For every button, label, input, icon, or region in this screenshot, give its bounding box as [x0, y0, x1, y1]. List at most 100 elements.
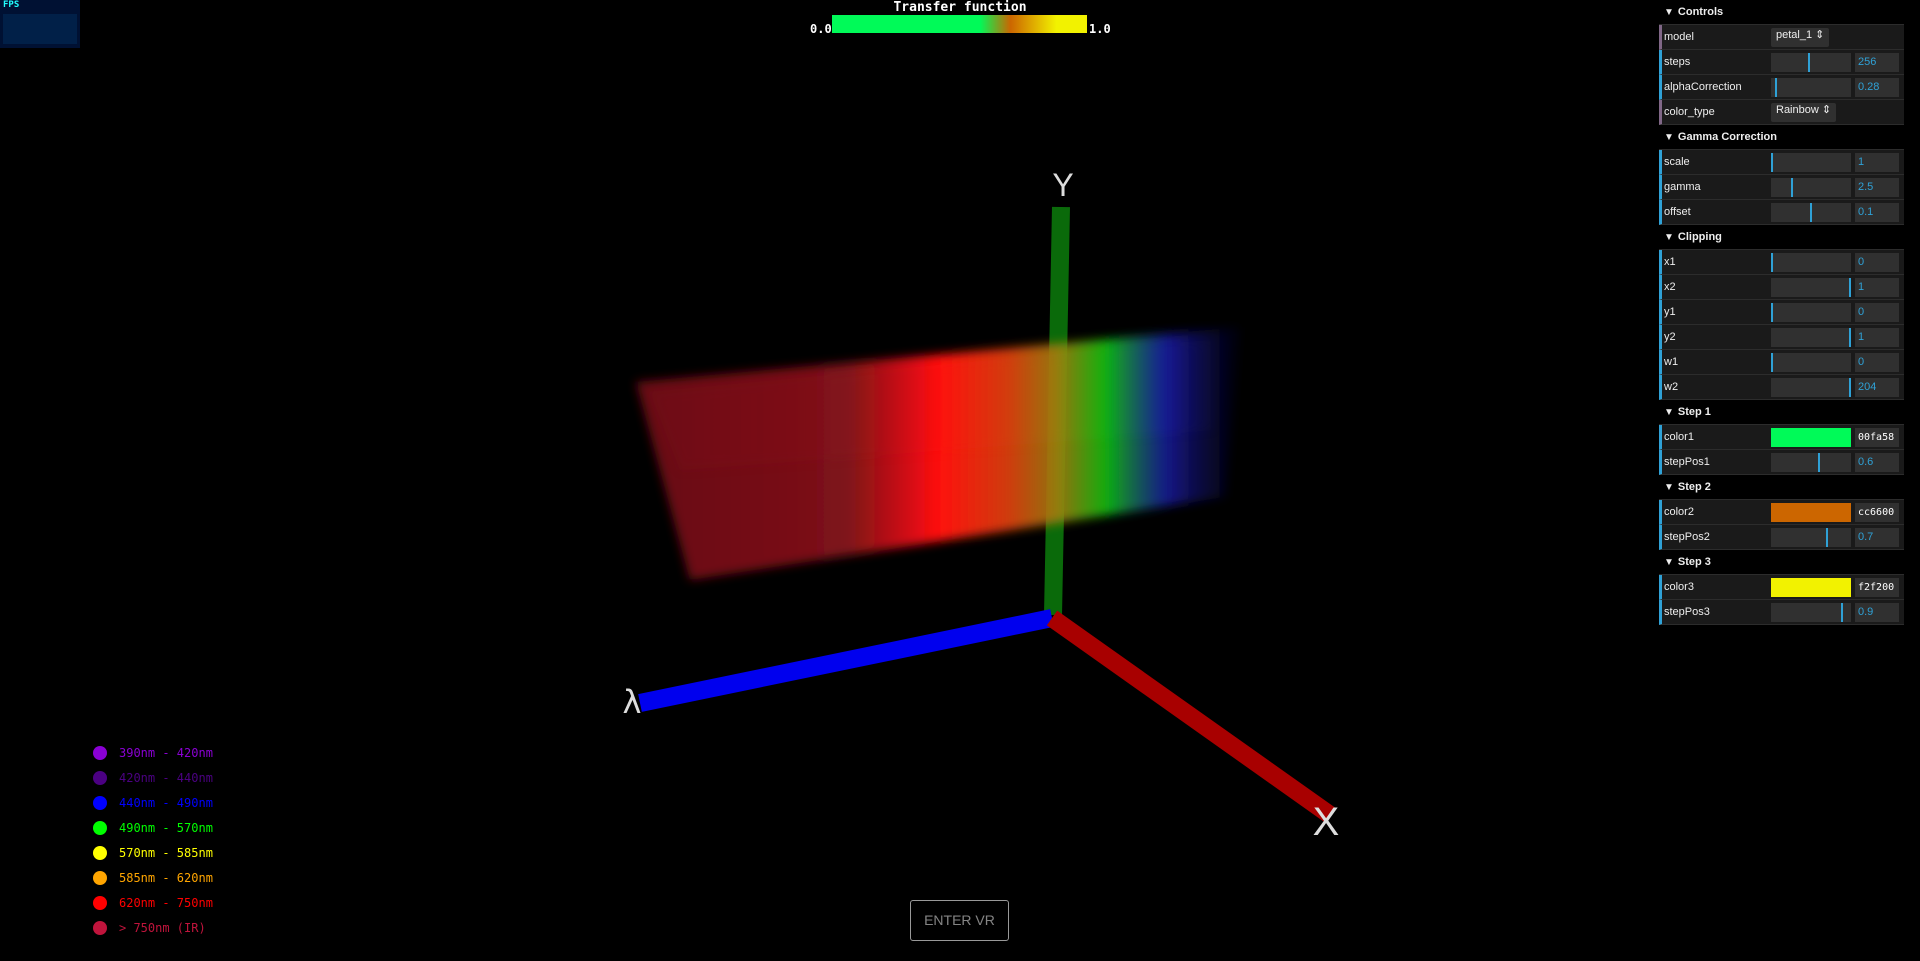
clip-input[interactable]: 1: [1855, 277, 1899, 297]
slider-knob[interactable]: [1771, 152, 1773, 172]
offset-slider[interactable]: [1771, 202, 1851, 222]
model-select[interactable]: petal_1 ⇕: [1771, 27, 1830, 47]
folder-step3[interactable]: ▼ Step 3: [1659, 550, 1904, 575]
steppos1-label: stepPos1: [1664, 456, 1710, 468]
steppos2-label: stepPos2: [1664, 531, 1710, 543]
color3-hex[interactable]: f2f200: [1855, 577, 1899, 597]
clip-input[interactable]: 204: [1855, 377, 1899, 397]
clip-slider[interactable]: [1771, 327, 1851, 347]
clip-row-y1: y1 0: [1659, 300, 1904, 325]
steps-slider[interactable]: [1771, 52, 1851, 72]
steppos2-input[interactable]: 0.7: [1855, 527, 1899, 547]
legend-dot-icon: [93, 745, 107, 760]
clip-row-x2: x2 1: [1659, 275, 1904, 300]
clip-slider[interactable]: [1771, 302, 1851, 322]
color2-hex[interactable]: cc6600: [1855, 502, 1899, 522]
steppos3-row: stepPos3 0.9: [1659, 600, 1904, 625]
scale-input[interactable]: 1: [1855, 152, 1899, 172]
clip-label: w1: [1664, 356, 1679, 368]
steppos3-slider[interactable]: [1771, 602, 1851, 622]
folder-clipping[interactable]: ▼ Clipping: [1659, 225, 1904, 250]
steps-input[interactable]: 256: [1855, 52, 1899, 72]
clip-slider[interactable]: [1771, 352, 1851, 372]
clip-row-w2: w2 204: [1659, 375, 1904, 400]
slider-knob[interactable]: [1810, 202, 1812, 222]
clip-slider[interactable]: [1771, 252, 1851, 272]
legend-label: 390nm - 420nm: [119, 745, 213, 760]
legend-item: > 750nm (IR): [93, 915, 213, 940]
slider-knob[interactable]: [1791, 177, 1793, 197]
steppos2-row: stepPos2 0.7: [1659, 525, 1904, 550]
legend-dot-icon: [93, 870, 107, 885]
color1-label: color1: [1664, 431, 1694, 443]
color2-swatch[interactable]: [1771, 502, 1851, 522]
slider-knob[interactable]: [1826, 527, 1828, 547]
steppos3-input[interactable]: 0.9: [1855, 602, 1899, 622]
model-row: model petal_1 ⇕: [1659, 25, 1904, 50]
legend-label: 570nm - 585nm: [119, 845, 213, 860]
clip-input[interactable]: 0: [1855, 302, 1899, 322]
slider-knob[interactable]: [1771, 302, 1773, 322]
legend-item: 440nm - 490nm: [93, 790, 213, 815]
fps-graph: [3, 14, 77, 44]
legend-label: 420nm - 440nm: [119, 770, 213, 785]
legend-label: 440nm - 490nm: [119, 795, 213, 810]
alpha-label: alphaCorrection: [1664, 81, 1742, 93]
color1-row: color1 00fa58: [1659, 425, 1904, 450]
slider-knob[interactable]: [1849, 277, 1851, 297]
alpha-row: alphaCorrection 0.28: [1659, 75, 1904, 100]
color-type-row: color_type Rainbow ⇕: [1659, 100, 1904, 125]
slider-knob[interactable]: [1841, 602, 1843, 622]
legend-dot-icon: [93, 845, 107, 860]
color1-swatch[interactable]: [1771, 427, 1851, 447]
fps-meter[interactable]: FPS: [0, 0, 80, 48]
legend-label: 585nm - 620nm: [119, 870, 213, 885]
color2-label: color2: [1664, 506, 1694, 518]
slider-knob[interactable]: [1818, 452, 1820, 472]
alpha-input[interactable]: 0.28: [1855, 77, 1899, 97]
color3-swatch[interactable]: [1771, 577, 1851, 597]
slider-knob[interactable]: [1849, 377, 1851, 397]
clip-slider[interactable]: [1771, 277, 1851, 297]
legend-label: 490nm - 570nm: [119, 820, 213, 835]
gamma-input[interactable]: 2.5: [1855, 177, 1899, 197]
scale-slider[interactable]: [1771, 152, 1851, 172]
steppos1-slider[interactable]: [1771, 452, 1851, 472]
gamma-slider[interactable]: [1771, 177, 1851, 197]
steppos1-row: stepPos1 0.6: [1659, 450, 1904, 475]
legend-item: 620nm - 750nm: [93, 890, 213, 915]
chevron-down-icon: ▼: [1664, 407, 1674, 418]
slider-knob[interactable]: [1808, 52, 1810, 72]
clip-input[interactable]: 0: [1855, 352, 1899, 372]
alpha-slider[interactable]: [1771, 77, 1851, 97]
clip-slider[interactable]: [1771, 377, 1851, 397]
folder-gamma[interactable]: ▼ Gamma Correction: [1659, 125, 1904, 150]
transfer-min-label: 0.0: [810, 22, 832, 36]
gamma-label: gamma: [1664, 181, 1701, 193]
folder-controls[interactable]: ▼ Controls: [1659, 0, 1904, 25]
color3-row: color3 f2f200: [1659, 575, 1904, 600]
clip-label: y1: [1664, 306, 1676, 318]
wavelength-legend: 390nm - 420nm 420nm - 440nm 440nm - 490nm 4…: [93, 740, 213, 940]
clip-input[interactable]: 1: [1855, 327, 1899, 347]
folder-step2[interactable]: ▼ Step 2: [1659, 475, 1904, 500]
slider-knob[interactable]: [1771, 352, 1773, 372]
folder-step1[interactable]: ▼ Step 1: [1659, 400, 1904, 425]
slider-knob[interactable]: [1775, 77, 1777, 97]
legend-dot-icon: [93, 820, 107, 835]
chevron-down-icon: ▼: [1664, 482, 1674, 493]
clip-row-x1: x1 0: [1659, 250, 1904, 275]
legend-item: 585nm - 620nm: [93, 865, 213, 890]
steppos2-slider[interactable]: [1771, 527, 1851, 547]
steppos1-input[interactable]: 0.6: [1855, 452, 1899, 472]
transfer-max-label: 1.0: [1089, 22, 1111, 36]
clip-input[interactable]: 0: [1855, 252, 1899, 272]
clip-row-y2: y2 1: [1659, 325, 1904, 350]
color1-hex[interactable]: 00fa58: [1855, 427, 1899, 447]
enter-vr-button[interactable]: ENTER VR: [910, 900, 1009, 941]
color-type-select[interactable]: Rainbow ⇕: [1771, 102, 1837, 122]
offset-input[interactable]: 0.1: [1855, 202, 1899, 222]
slider-knob[interactable]: [1849, 327, 1851, 347]
slider-knob[interactable]: [1771, 252, 1773, 272]
